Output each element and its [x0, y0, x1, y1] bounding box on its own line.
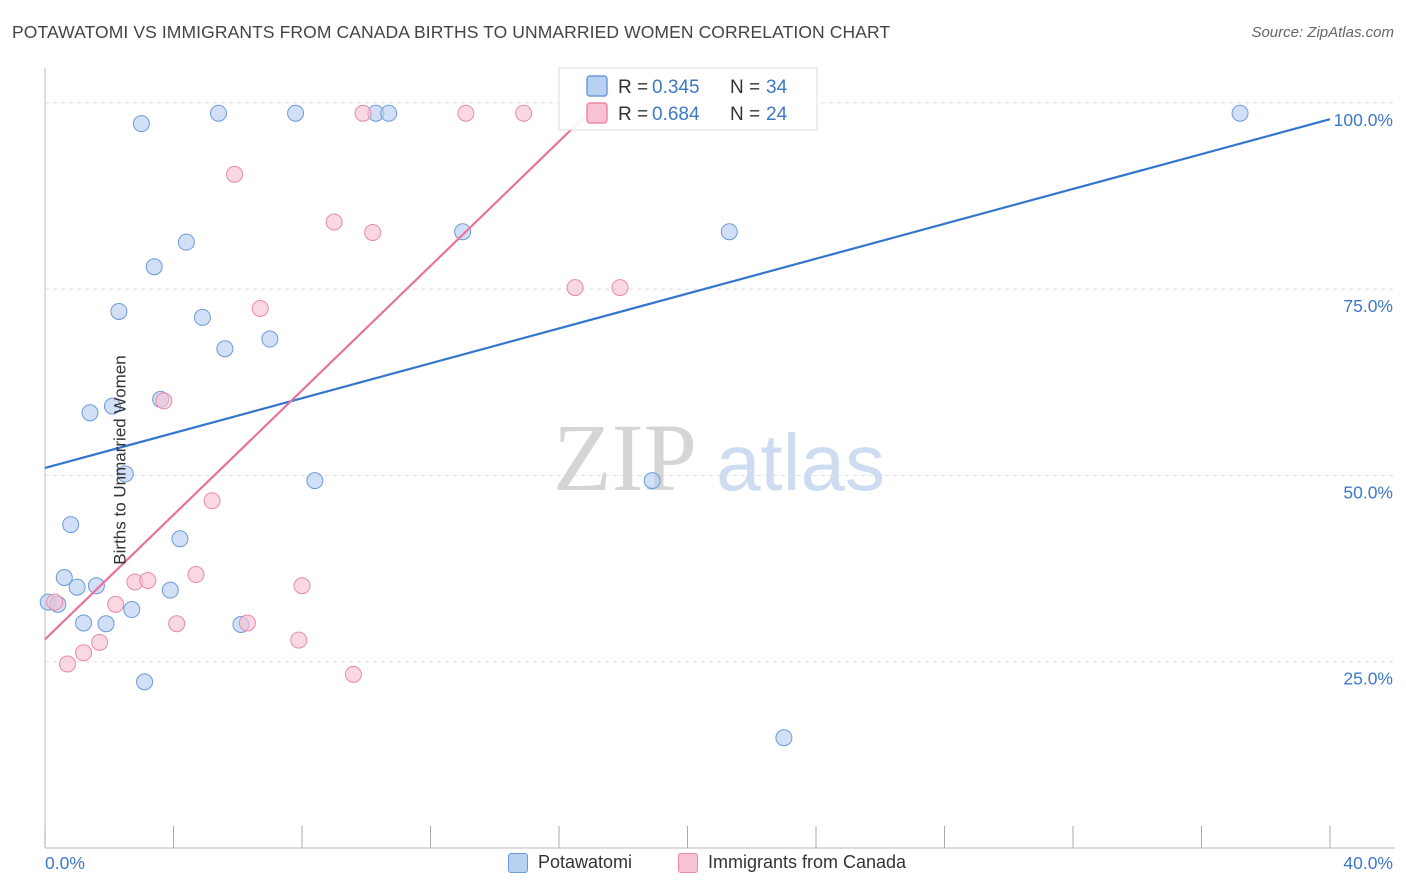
- potawatomi-point: [136, 673, 154, 691]
- y-tick-label: 50.0%: [1343, 482, 1393, 502]
- potawatomi-point: [177, 233, 195, 251]
- potawatomi-point: [81, 404, 99, 422]
- stats-legend: R = 0.345 N = 34 R = 0.684 N = 24: [558, 67, 818, 131]
- potawatomi-point: [97, 615, 115, 633]
- immigrants-from-canada-point: [155, 392, 173, 410]
- watermark-atlas: atlas: [716, 418, 885, 507]
- stats-legend-r-label: R =: [618, 104, 648, 125]
- potawatomi-point: [454, 223, 472, 241]
- trendlines: [44, 90, 1331, 641]
- potawatomi-point: [87, 577, 105, 595]
- legend-item-immigrants-from-canada[interactable]: Immigrants from Canada: [678, 852, 906, 873]
- legend-item-potawatomi[interactable]: Potawatomi: [508, 852, 632, 873]
- y-tick-labels: 25.0% 50.0% 75.0% 100.0%: [1334, 110, 1393, 689]
- potawatomi-point: [132, 115, 150, 133]
- legend-swatch-immigrants-from-canada: [678, 852, 698, 873]
- immigrants-from-canada-point: [364, 223, 382, 241]
- potawatomi-point: [216, 340, 234, 358]
- immigrants-from-canada-trendline: [44, 90, 612, 641]
- immigrants-from-canada-point: [226, 165, 244, 183]
- stats-legend-r-label: R =: [618, 77, 648, 98]
- stats-legend-swatch: [586, 102, 608, 124]
- potawatomi-point: [55, 568, 73, 586]
- potawatomi-point: [380, 104, 398, 122]
- x-tick-label: 0.0%: [45, 853, 85, 873]
- immigrants-from-canada-point: [168, 615, 186, 633]
- immigrants-from-canada-point: [203, 492, 221, 510]
- y-axis-label: Births to Unmarried Women: [110, 355, 130, 565]
- immigrants-from-canada-point: [251, 299, 269, 317]
- immigrants-from-canada-points: [46, 104, 629, 683]
- potawatomi-point: [306, 472, 324, 490]
- y-tick-label: 75.0%: [1343, 296, 1393, 316]
- immigrants-from-canada-point: [58, 655, 76, 673]
- potawatomi-point: [643, 472, 661, 490]
- potawatomi-point: [193, 308, 211, 326]
- legend-swatch-potawatomi: [508, 852, 528, 873]
- legend-label-immigrants-from-canada: Immigrants from Canada: [708, 852, 907, 872]
- potawatomi-point: [171, 530, 189, 548]
- axes: [44, 68, 1395, 849]
- immigrants-from-canada-point: [354, 104, 372, 122]
- potawatomi-point: [62, 516, 80, 534]
- potawatomi-point: [287, 104, 305, 122]
- immigrants-from-canada-point: [290, 631, 308, 649]
- source-label: Source: ZipAtlas.com: [1251, 24, 1394, 41]
- stats-legend-r-value: 0.684: [652, 104, 700, 125]
- immigrants-from-canada-point: [325, 213, 343, 231]
- series-legend: Potawatomi Immigrants from Canada: [0, 852, 1406, 878]
- legend-label-potawatomi: Potawatomi: [538, 852, 633, 872]
- x-tick-labels: 0.0% 40.0%: [45, 853, 1393, 873]
- potawatomi-point: [75, 614, 93, 632]
- potawatomi-point: [116, 465, 134, 483]
- immigrants-from-canada-point: [187, 566, 205, 584]
- potawatomi-point: [123, 601, 141, 619]
- potawatomi-point: [720, 223, 738, 241]
- immigrants-from-canada-point: [91, 633, 109, 651]
- immigrants-from-canada-point: [139, 571, 157, 589]
- potawatomi-point: [775, 729, 793, 747]
- stats-legend-r-value: 0.345: [652, 77, 700, 98]
- grid-lines: [45, 102, 1395, 663]
- potawatomi-point: [1231, 104, 1249, 122]
- y-tick-label: 25.0%: [1343, 669, 1393, 689]
- stats-legend-n-label: N =: [730, 77, 760, 98]
- immigrants-from-canada-point: [75, 644, 93, 662]
- immigrants-from-canada-point: [611, 279, 629, 297]
- potawatomi-point: [68, 578, 86, 596]
- y-tick-label: 100.0%: [1334, 110, 1393, 130]
- chart-title: POTAWATOMI VS IMMIGRANTS FROM CANADA BIR…: [12, 22, 891, 42]
- watermark: ZIP atlas: [553, 404, 885, 511]
- stats-legend-swatch: [586, 75, 608, 97]
- immigrants-from-canada-point: [46, 593, 64, 611]
- stats-legend-n-value: 24: [766, 104, 788, 125]
- potawatomi-point: [110, 302, 128, 320]
- x-tick-label: 40.0%: [1343, 853, 1393, 873]
- immigrants-from-canada-point: [457, 104, 475, 122]
- potawatomi-trendline: [44, 118, 1331, 470]
- immigrants-from-canada-point: [238, 614, 256, 632]
- immigrants-from-canada-point: [344, 665, 362, 683]
- immigrants-from-canada-point: [107, 595, 125, 613]
- potawatomi-point: [145, 258, 163, 276]
- potawatomi-point: [161, 581, 179, 599]
- stats-legend-n-value: 34: [766, 77, 788, 98]
- watermark-zip: ZIP: [553, 404, 697, 511]
- immigrants-from-canada-point: [566, 279, 584, 297]
- immigrants-from-canada-point: [515, 104, 533, 122]
- potawatomi-point: [261, 330, 279, 348]
- potawatomi-point: [209, 104, 227, 122]
- potawatomi-point: [103, 397, 121, 415]
- immigrants-from-canada-point: [293, 577, 311, 595]
- stats-legend-n-label: N =: [730, 104, 760, 125]
